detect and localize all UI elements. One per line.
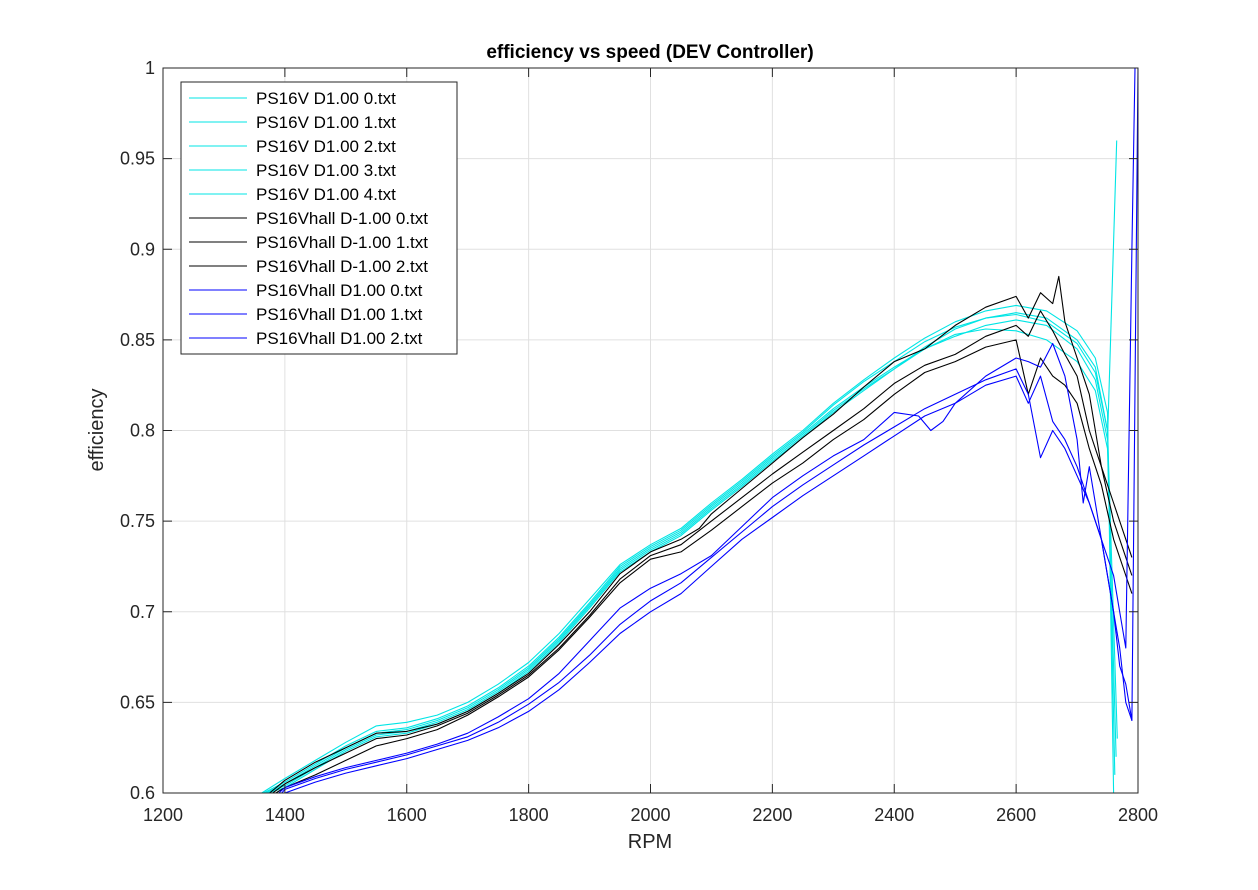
series-line-6 — [269, 275, 1133, 793]
series-line-2 — [263, 313, 1116, 793]
y-tick-label: 0.8 — [130, 421, 155, 441]
x-axis-label: RPM — [628, 831, 672, 853]
legend-entry: PS16V D1.00 4.txt — [256, 185, 396, 204]
legend-entry: PS16V D1.00 3.txt — [256, 161, 396, 180]
legend-entry: PS16Vhall D-1.00 0.txt — [256, 209, 428, 228]
ticks: 1200 1400 1600 1800 2000 2200 2400 2600 2800 0.6 0… — [120, 58, 1158, 825]
y-tick-label: 1 — [145, 58, 155, 78]
y-tick-label: 0.65 — [120, 692, 155, 712]
y-tick-label: 0.85 — [120, 330, 155, 350]
x-tick-label: 1600 — [387, 805, 427, 825]
legend-entry: PS16V D1.00 2.txt — [256, 137, 396, 156]
y-tick-label: 0.75 — [120, 511, 155, 531]
legend: PS16V D1.00 0.txt PS16V D1.00 1.txt PS16V … — [180, 81, 458, 355]
y-tick-label: 0.9 — [130, 239, 155, 259]
series-layer — [261, 68, 1138, 793]
y-tick-label: 0.7 — [130, 602, 155, 622]
legend-entry: PS16Vhall D-1.00 1.txt — [256, 233, 428, 252]
x-tick-label: 2200 — [752, 805, 792, 825]
series-line-10 — [281, 368, 1133, 793]
y-tick-label: 0.95 — [120, 149, 155, 169]
series-line-7 — [272, 310, 1133, 793]
x-tick-label: 2400 — [874, 805, 914, 825]
legend-entry: PS16Vhall D1.00 2.txt — [256, 329, 423, 348]
series-line-3 — [265, 328, 1117, 793]
legend-entry: PS16Vhall D-1.00 2.txt — [256, 257, 428, 276]
x-tick-label: 2800 — [1118, 805, 1158, 825]
x-tick-label: 1400 — [265, 805, 305, 825]
x-tick-label: 1200 — [143, 805, 183, 825]
series-line-1 — [261, 304, 1115, 793]
x-tick-label: 2000 — [630, 805, 670, 825]
legend-entry: PS16Vhall D1.00 0.txt — [256, 281, 423, 300]
x-tick-label: 1800 — [509, 805, 549, 825]
legend-entry: PS16V D1.00 0.txt — [256, 89, 396, 108]
legend-entry: PS16Vhall D1.00 1.txt — [256, 305, 423, 324]
legend-entry: PS16V D1.00 1.txt — [256, 113, 396, 132]
x-tick-label: 2600 — [996, 805, 1036, 825]
y-axis-label: efficiency — [86, 388, 108, 471]
y-tick-label: 0.6 — [130, 783, 155, 803]
chart-title: efficiency vs speed (DEV Controller) — [486, 42, 813, 63]
series-line-5 — [267, 312, 1118, 793]
series-line-11 — [284, 68, 1138, 793]
